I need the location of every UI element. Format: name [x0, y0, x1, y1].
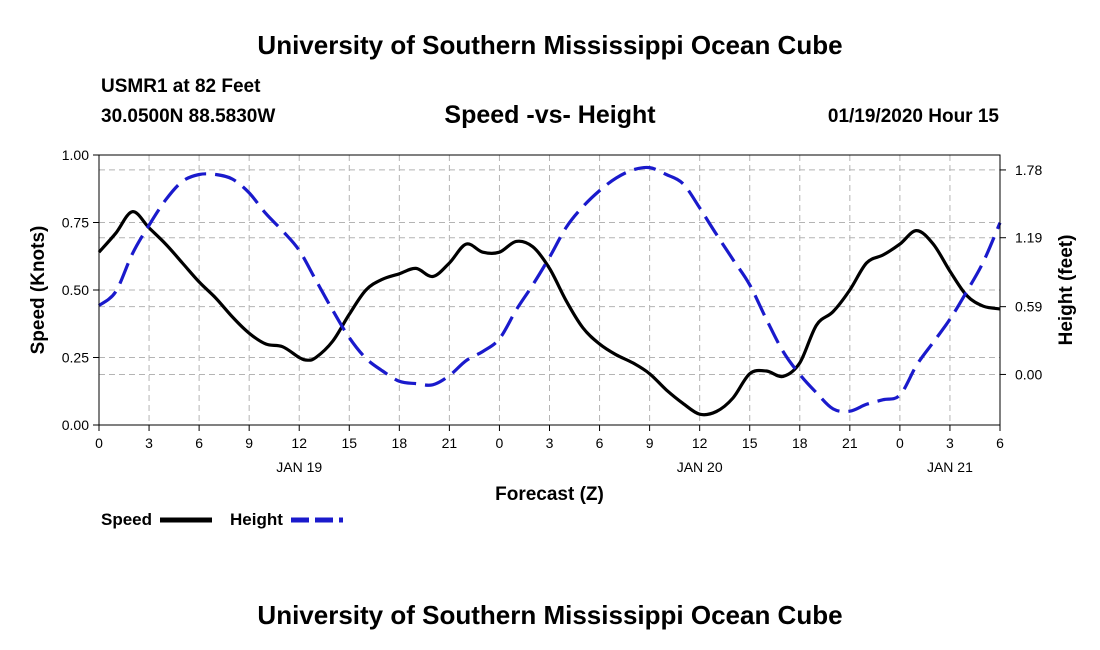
x-tick-label: 21	[442, 435, 458, 451]
x-date-label: JAN 20	[677, 459, 723, 475]
x-axis-title: Forecast (Z)	[495, 484, 604, 505]
legend-height-label: Height	[230, 510, 283, 529]
page-title: University of Southern Mississippi Ocean…	[257, 30, 843, 60]
chart-subtitle: Speed -vs- Height	[444, 101, 656, 129]
left-tick-label: 0.75	[62, 215, 89, 231]
x-tick-label: 0	[95, 435, 103, 451]
right-tick-label: 1.19	[1015, 230, 1042, 246]
x-tick-label: 12	[291, 435, 307, 451]
x-tick-label: 21	[842, 435, 858, 451]
left-tick-label: 0.00	[62, 417, 89, 433]
x-tick-label: 15	[341, 435, 357, 451]
x-tick-label: 3	[546, 435, 554, 451]
speed-series-line	[97, 210, 1001, 417]
left-axis-title: Speed (Knots)	[28, 226, 49, 355]
x-tick-label: 6	[195, 435, 203, 451]
x-tick-label: 0	[496, 435, 504, 451]
right-tick-label: 0.59	[1015, 299, 1042, 315]
grid-lines	[99, 155, 1000, 425]
left-tick-label: 0.25	[62, 350, 89, 366]
x-tick-label: 9	[646, 435, 654, 451]
legend: Speed Height	[101, 510, 343, 529]
x-tick-label: 3	[946, 435, 954, 451]
right-tick-label: 1.78	[1015, 162, 1042, 178]
x-tick-label: 3	[145, 435, 153, 451]
x-tick-label: 9	[245, 435, 253, 451]
left-tick-label: 0.50	[62, 282, 89, 298]
x-tick-label: 6	[596, 435, 604, 451]
right-tick-label: 0.00	[1015, 366, 1042, 382]
x-tick-label: 15	[742, 435, 758, 451]
x-tick-label: 12	[692, 435, 708, 451]
left-tick-label: 1.00	[62, 147, 89, 163]
legend-speed-label: Speed	[101, 510, 152, 529]
height-series-line	[97, 165, 1002, 414]
x-tick-label: 6	[996, 435, 1004, 451]
footer-title: University of Southern Mississippi Ocean…	[257, 600, 843, 630]
station-name: USMR1 at 82 Feet	[101, 76, 261, 97]
axes: 0 3 6 9 12 15 18 21 0 3 6 9 12 15 18 21 0 3 6 JAN 19 JAN 20 J…	[62, 147, 1043, 475]
x-tick-label: 0	[896, 435, 904, 451]
station-coordinates: 30.0500N 88.5830W	[101, 106, 276, 127]
x-tick-label: 18	[792, 435, 808, 451]
x-date-label: JAN 21	[927, 459, 973, 475]
series-layer	[97, 165, 1002, 417]
right-axis-title: Height (feet)	[1056, 235, 1077, 346]
chart-datetime: 01/19/2020 Hour 15	[827, 106, 999, 127]
x-date-label: JAN 19	[276, 459, 322, 475]
x-tick-label: 18	[392, 435, 408, 451]
